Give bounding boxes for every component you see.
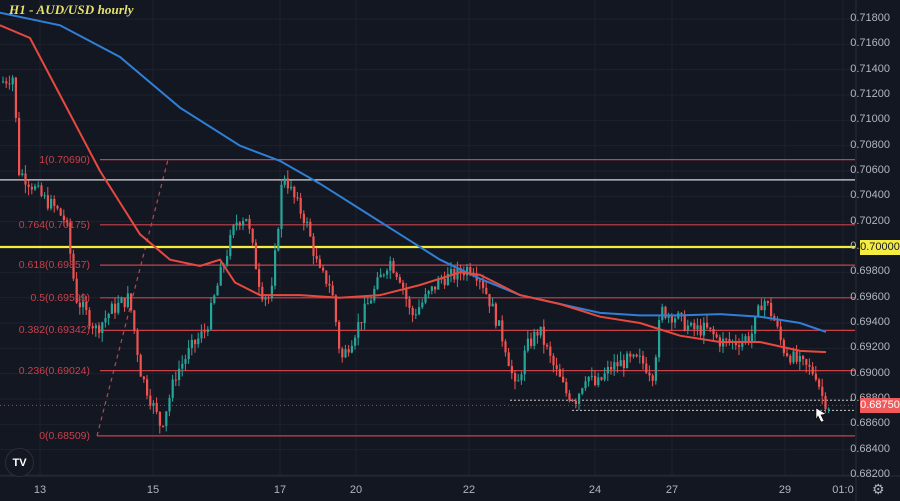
- price-tick-label: 0.71400: [850, 62, 890, 75]
- time-tick-label: 20: [349, 484, 363, 496]
- fib-level-label: 0.764(0.70175): [18, 218, 90, 231]
- price-tick-label: 0.68400: [850, 442, 890, 455]
- time-tick-label: 13: [33, 484, 47, 496]
- price-tick-label: 0.68600: [850, 417, 890, 430]
- price-tick-label: 0.70200: [850, 214, 890, 227]
- time-tick-label: 24: [588, 484, 602, 496]
- price-tick-label: 0.69600: [850, 290, 890, 303]
- time-tick-label: 17: [273, 484, 287, 496]
- price-tick-label: 0.71800: [850, 12, 890, 24]
- price-tick-label: 0.71000: [850, 113, 890, 126]
- key-level-badge: 0.70000: [860, 240, 900, 255]
- fib-level-label: 0.236(0.69024): [18, 364, 90, 377]
- time-tick-label: 29: [778, 484, 792, 496]
- price-tick-label: 0.70800: [850, 138, 890, 151]
- time-tick-label: 15: [146, 484, 160, 496]
- tradingview-logo-icon[interactable]: TV: [5, 448, 34, 477]
- time-tick-label: 01:0: [832, 484, 854, 496]
- price-tick-label: 0.70400: [850, 189, 890, 202]
- price-tick-label: 0.69800: [850, 265, 890, 278]
- gear-icon[interactable]: ⚙: [872, 481, 885, 497]
- price-tick-label: 0.71200: [850, 88, 890, 100]
- fib-level-label: 1(0.70690): [39, 153, 90, 166]
- price-tick-label: 0.69400: [850, 316, 890, 328]
- price-tick-label: 0.69000: [850, 366, 890, 379]
- time-tick-label: 22: [462, 484, 476, 496]
- price-tick-label: 0.71600: [850, 37, 890, 50]
- fib-level-label: 0.5(0.69599): [30, 291, 90, 304]
- fib-level-label: 0(0.68509): [39, 429, 90, 442]
- chart-title: H1 - AUD/USD hourly: [9, 2, 134, 17]
- fib-level-label: 0.382(0.69342): [18, 324, 90, 337]
- time-tick-label: 27: [665, 484, 679, 496]
- price-tick-label: 0.70600: [850, 164, 890, 176]
- mouse-pointer-icon: [815, 407, 827, 423]
- price-tick-label: 0.69200: [850, 341, 890, 354]
- current-price-badge: 0.68750: [860, 398, 900, 414]
- price-tick-label: 0.68200: [850, 468, 890, 480]
- fib-level-label: 0.618(0.69857): [18, 259, 90, 272]
